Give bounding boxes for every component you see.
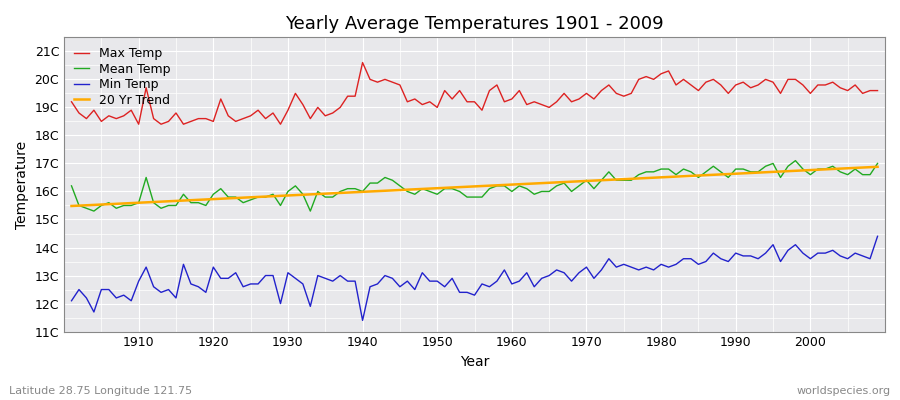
Max Temp [521, 102, 532, 107]
Min Temp [335, 273, 346, 278]
Max Temp [298, 102, 309, 107]
Line: Max Temp: Max Temp [71, 62, 878, 124]
Max Temp [872, 88, 883, 93]
Line: Mean Temp: Mean Temp [71, 161, 878, 211]
Max Temp [133, 122, 144, 127]
Max Temp [342, 94, 353, 98]
X-axis label: Year: Year [460, 355, 490, 369]
Max Temp [126, 108, 137, 112]
20 Yr Trend [335, 190, 346, 195]
Min Temp [357, 318, 368, 323]
20 Yr Trend [872, 164, 883, 169]
Text: Latitude 28.75 Longitude 121.75: Latitude 28.75 Longitude 121.75 [9, 386, 192, 396]
Legend: Max Temp, Mean Temp, Min Temp, 20 Yr Trend: Max Temp, Mean Temp, Min Temp, 20 Yr Tre… [70, 44, 175, 110]
Text: worldspecies.org: worldspecies.org [796, 386, 891, 396]
Y-axis label: Temperature: Temperature [15, 140, 29, 228]
Mean Temp [872, 161, 883, 166]
20 Yr Trend [66, 204, 77, 208]
Mean Temp [790, 158, 801, 163]
Mean Temp [604, 170, 615, 174]
Title: Yearly Average Temperatures 1901 - 2009: Yearly Average Temperatures 1901 - 2009 [285, 15, 664, 33]
Max Temp [611, 91, 622, 96]
Mean Temp [342, 186, 353, 191]
Max Temp [357, 60, 368, 65]
Mean Temp [133, 200, 144, 205]
Min Temp [872, 234, 883, 239]
20 Yr Trend [499, 182, 509, 187]
Min Temp [604, 256, 615, 261]
20 Yr Trend [596, 178, 607, 183]
Min Temp [507, 282, 517, 286]
20 Yr Trend [290, 193, 301, 198]
20 Yr Trend [507, 182, 517, 187]
Min Temp [514, 279, 525, 284]
Mean Temp [88, 209, 99, 214]
Min Temp [290, 276, 301, 281]
Min Temp [66, 298, 77, 303]
Mean Temp [66, 184, 77, 188]
Line: 20 Yr Trend: 20 Yr Trend [71, 167, 878, 206]
Max Temp [66, 99, 77, 104]
20 Yr Trend [126, 201, 137, 206]
Mean Temp [514, 184, 525, 188]
Max Temp [514, 88, 525, 93]
Min Temp [126, 298, 137, 303]
Mean Temp [298, 192, 309, 197]
Line: Min Temp: Min Temp [71, 236, 878, 320]
Mean Temp [507, 189, 517, 194]
